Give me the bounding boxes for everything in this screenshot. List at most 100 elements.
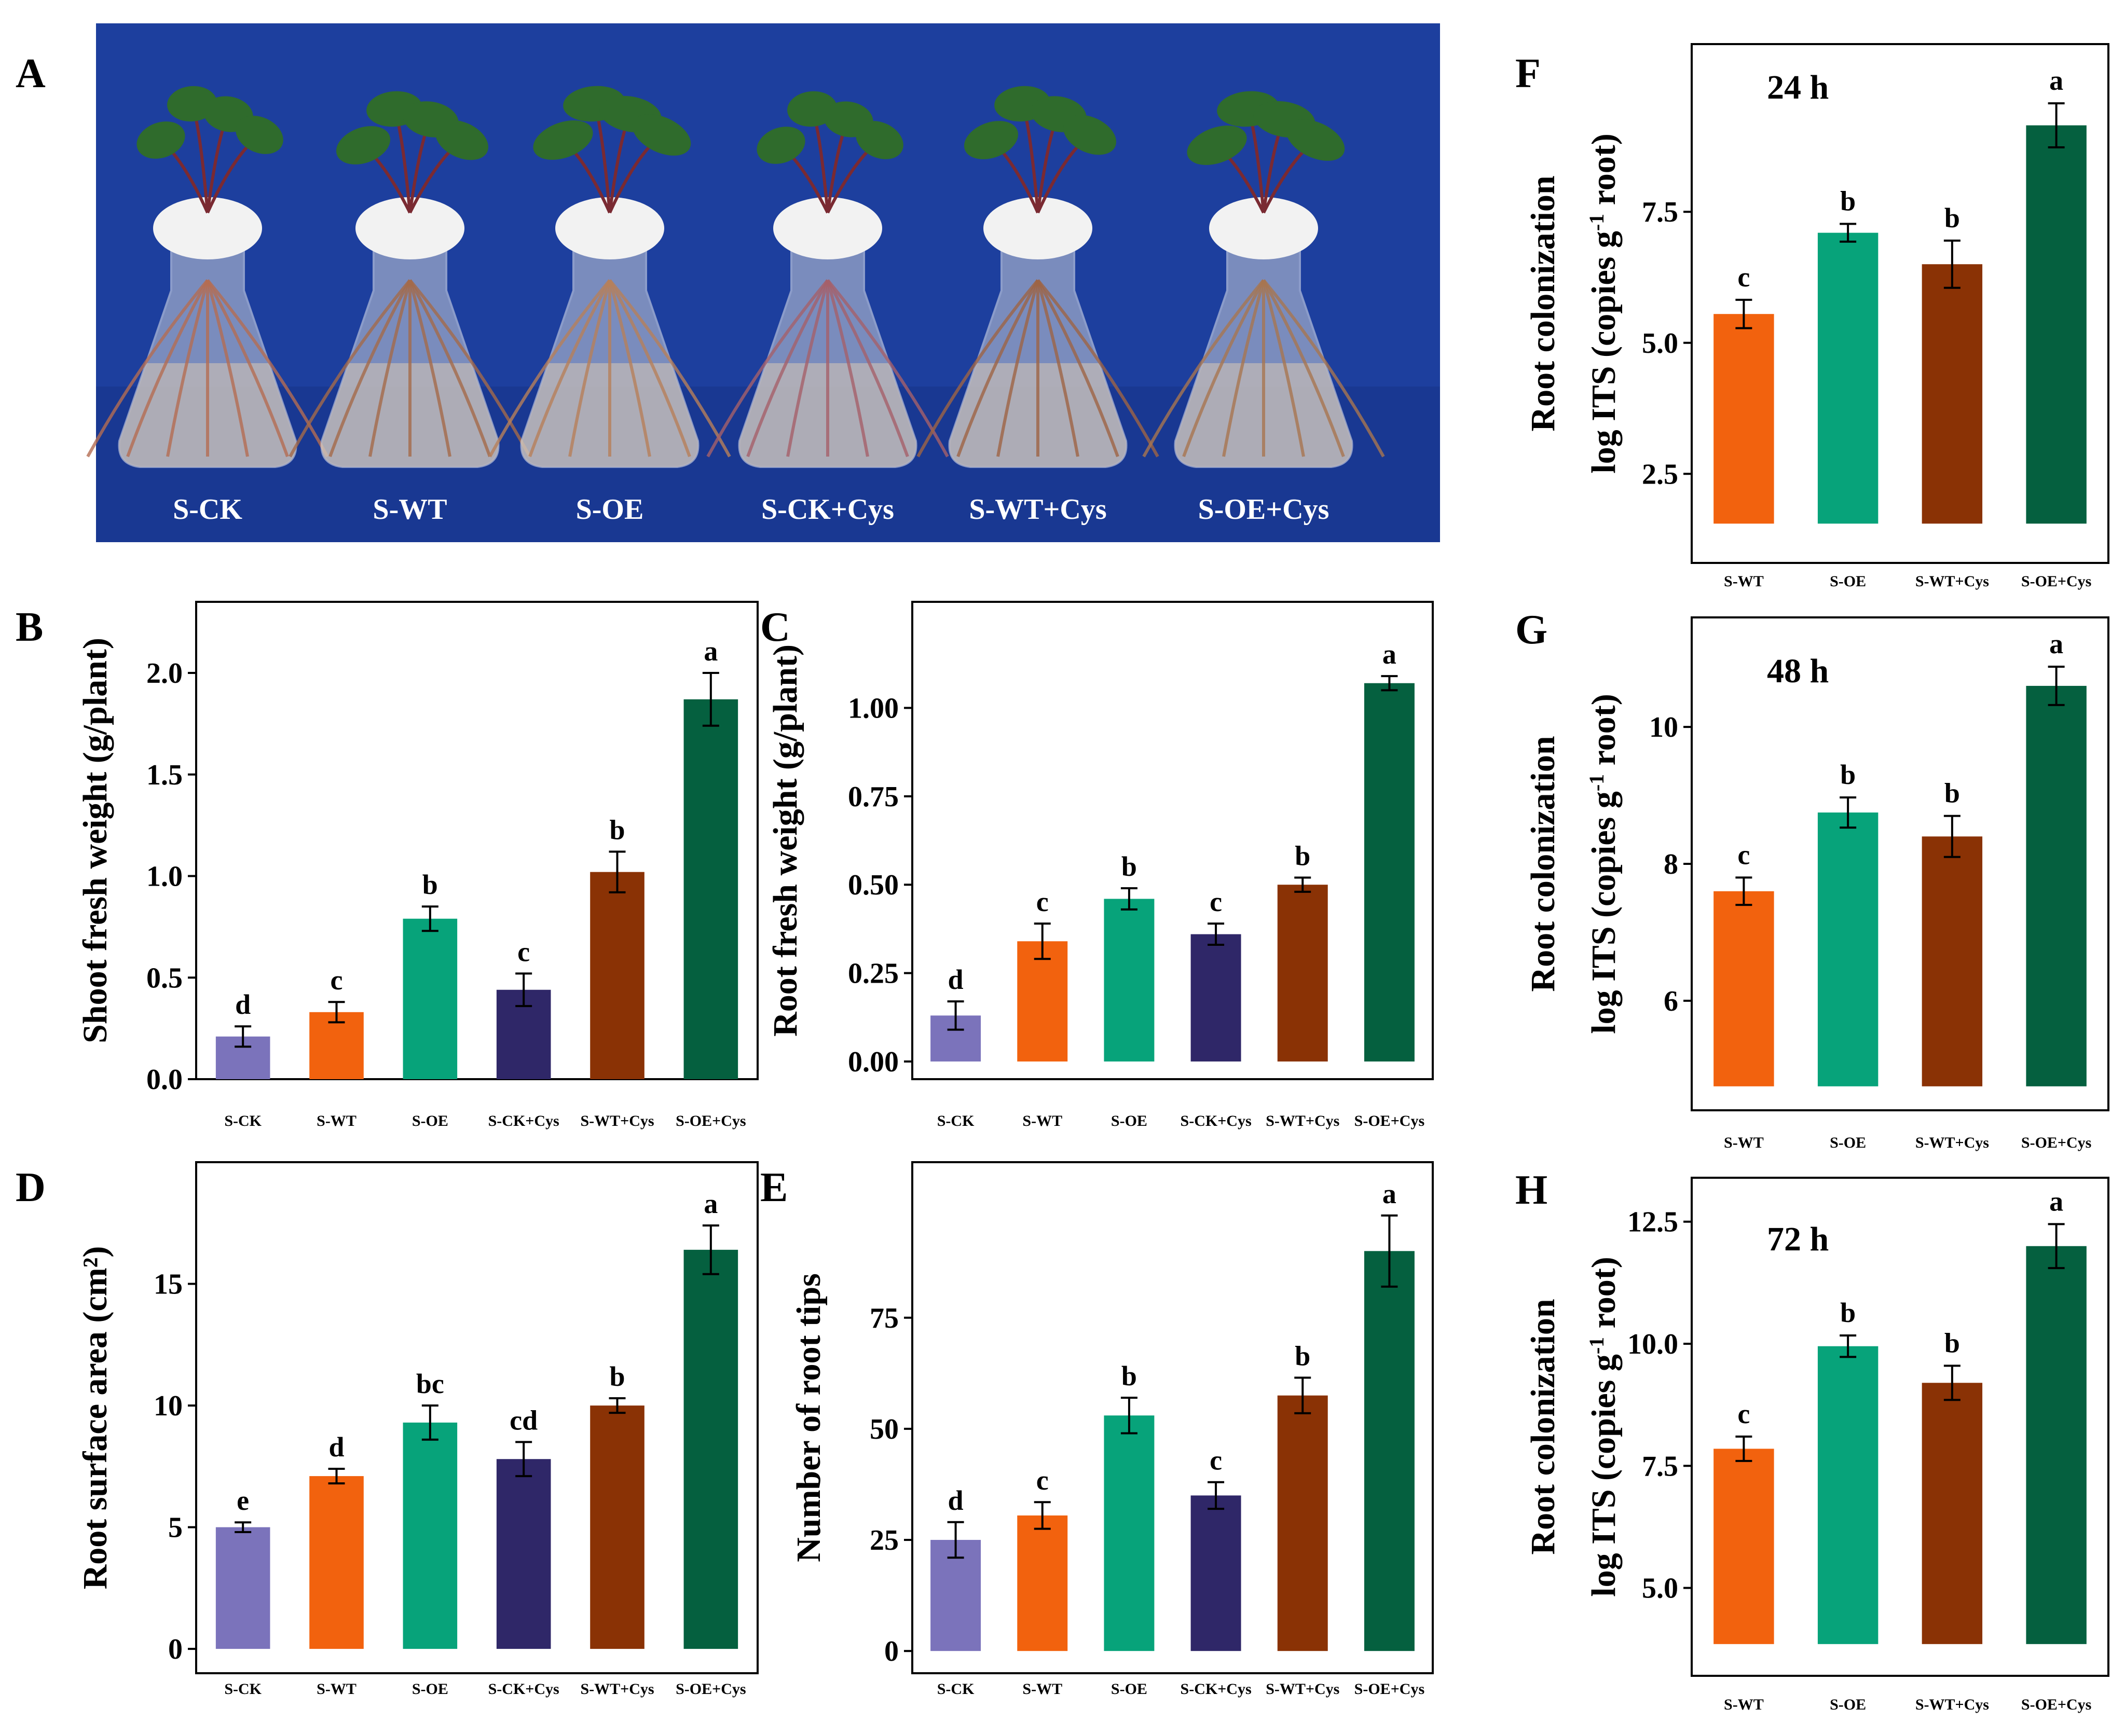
x-category-label: S-OE+Cys xyxy=(676,1112,746,1129)
significance-letter: b xyxy=(609,1361,625,1392)
root-strand xyxy=(289,279,412,458)
root-strand xyxy=(408,279,531,458)
root-strand xyxy=(1182,279,1265,458)
root-strand xyxy=(916,279,1039,458)
significance-letter: c xyxy=(1036,1465,1049,1496)
significance-letter: c xyxy=(517,936,530,967)
x-category-label: S-OE xyxy=(412,1680,448,1698)
root-strand xyxy=(826,279,909,458)
bar-s-wt-plus-cys xyxy=(1922,264,1983,524)
plot-frame xyxy=(1691,1177,2109,1677)
y-axis-label: Root colonization xyxy=(1524,175,1562,431)
y-tick-label: 50 xyxy=(870,1413,899,1445)
y-tick-label: 12.5 xyxy=(1627,1206,1678,1238)
significance-letter: a xyxy=(2049,65,2063,96)
bar-s-oe xyxy=(1817,232,1879,524)
y-axis-label: Number of root tips xyxy=(790,1273,828,1562)
significance-letter: a xyxy=(2049,1186,2063,1217)
plant-leaf xyxy=(136,121,185,159)
x-category-label: S-WT xyxy=(1724,1696,1764,1713)
root-strand xyxy=(568,280,611,457)
bar-s-oe-plus-cys xyxy=(683,1249,738,1649)
y-tick-label: 6 xyxy=(1664,985,1678,1017)
time-point-label: 48 h xyxy=(1767,652,1829,690)
time-point-label: 24 h xyxy=(1767,68,1829,106)
root-strand xyxy=(826,280,869,457)
bar-s-wt-plus-cys xyxy=(1277,1395,1328,1651)
x-category-label: S-WT+Cys xyxy=(1915,1696,1989,1713)
significance-letter: b xyxy=(1840,1297,1856,1328)
bar-s-wt-plus-cys xyxy=(1277,885,1328,1062)
significance-letter: cd xyxy=(510,1404,538,1436)
chart-panel-c: C 0.00 0.25 0.50 0.75 1.00 d S-CK c S-WT b S-OE c S-C… xyxy=(760,601,1434,1129)
plot-frame xyxy=(195,601,759,1080)
significance-letter: a xyxy=(1382,1178,1396,1209)
y-tick-label: 8 xyxy=(1664,848,1678,880)
y-tick-label: 0.00 xyxy=(848,1046,899,1078)
cotton-plug xyxy=(355,197,464,259)
bar-s-oe-plus-cys xyxy=(2026,685,2087,1086)
cotton-plug xyxy=(773,197,882,259)
photo-label: S-CK+Cys xyxy=(761,493,894,526)
cotton-plug xyxy=(153,197,262,259)
y-tick-label: 5.0 xyxy=(1642,1573,1678,1605)
x-category-label: S-OE+Cys xyxy=(2021,573,2091,590)
root-strand xyxy=(1262,279,1345,458)
plant-leaf xyxy=(533,120,593,160)
x-category-label: S-CK+Cys xyxy=(488,1680,559,1698)
bar-s-ck xyxy=(215,1527,270,1649)
root-strand xyxy=(786,280,829,457)
plot-frame xyxy=(911,601,1434,1080)
plant-leaf xyxy=(336,126,391,164)
significance-letter: b xyxy=(609,815,625,846)
plot-frame xyxy=(195,1161,759,1674)
y-tick-label: 1.5 xyxy=(146,759,183,791)
x-category-label: S-OE xyxy=(1830,1696,1866,1713)
significance-letter: a xyxy=(2049,628,2063,659)
x-category-label: S-OE xyxy=(1830,1134,1866,1151)
bar-s-wt-plus-cys xyxy=(590,872,645,1079)
bar-s-wt xyxy=(1017,941,1068,1062)
root-strand xyxy=(956,279,1039,458)
y-axis-label-units: log ITS (copies g-1 root) xyxy=(1585,133,1623,473)
root-strand xyxy=(86,279,209,458)
significance-letter: c xyxy=(1210,1445,1222,1476)
plant-leaf xyxy=(757,127,805,164)
photo-label: S-OE+Cys xyxy=(1198,493,1329,526)
y-tick-label: 10.0 xyxy=(1627,1328,1678,1360)
root-strand xyxy=(608,280,651,457)
significance-letter: d xyxy=(948,1485,964,1516)
panel-letter-g: G xyxy=(1515,607,1547,653)
root-strand xyxy=(608,279,731,458)
chart-panel-e: E 0 25 50 75 d S-CK c S-WT b S-OE c S-CK+Cys b S-WT+Cy… xyxy=(760,1161,1434,1698)
significance-letter: d xyxy=(948,964,964,995)
root-strand xyxy=(1036,280,1079,457)
flask-s-wt-plus-cys xyxy=(916,86,1159,468)
bar-s-oe xyxy=(403,918,458,1079)
panel-letter-d: D xyxy=(16,1165,46,1210)
root-strand xyxy=(408,280,451,457)
bar-s-oe xyxy=(403,1422,458,1649)
x-category-label: S-WT+Cys xyxy=(1266,1680,1339,1698)
significance-letter: d xyxy=(235,989,251,1020)
significance-letter: b xyxy=(1121,851,1137,882)
bar-s-wt xyxy=(1713,1449,1774,1644)
root-strand xyxy=(608,279,691,458)
x-category-label: S-WT xyxy=(1022,1112,1062,1129)
flask-s-ck-plus-cys xyxy=(706,91,949,468)
chart-panel-d: D 0 5 10 15 e S-CK d S-WT bc S-OE cd S-CK+Cys b S-WT+C… xyxy=(16,1161,759,1698)
y-tick-label: 0.0 xyxy=(146,1064,183,1096)
x-category-label: S-OE xyxy=(412,1112,448,1129)
significance-letter: b xyxy=(1121,1360,1137,1391)
y-tick-label: 5.0 xyxy=(1642,327,1678,360)
y-tick-label: 7.5 xyxy=(1642,1450,1678,1482)
y-axis-label: Root surface area (cm²) xyxy=(76,1246,114,1590)
plant-leaf xyxy=(236,116,283,154)
bar-s-wt xyxy=(1713,314,1774,524)
bar-s-oe-plus-cys xyxy=(2026,1246,2087,1644)
plant-leaf xyxy=(1063,115,1117,155)
x-category-label: S-OE+Cys xyxy=(676,1680,746,1698)
y-tick-label: 2.5 xyxy=(1642,458,1678,490)
bar-s-wt-plus-cys xyxy=(590,1406,645,1649)
y-tick-label: 1.00 xyxy=(848,692,899,724)
